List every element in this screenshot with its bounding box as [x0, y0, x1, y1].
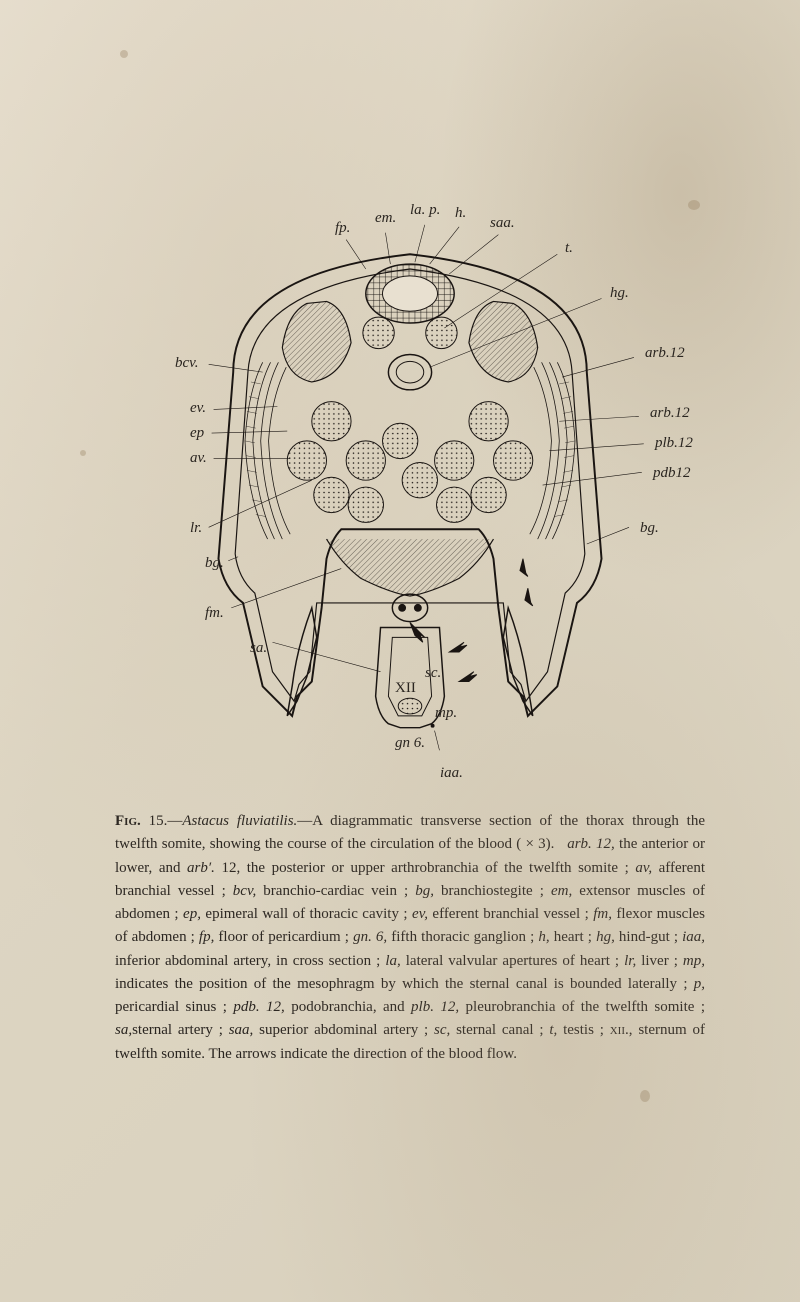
- def-mp: indicates the position of the mesophragm…: [115, 976, 694, 992]
- term-pdb12: pdb. 12,: [233, 999, 284, 1015]
- term-arb12: arb. 12,: [567, 836, 615, 852]
- label-ev: ev.: [190, 400, 206, 417]
- label-saa: saa.: [490, 215, 515, 232]
- term-sa: sa,: [115, 1022, 132, 1038]
- label-la-p: la. p.: [410, 202, 440, 219]
- label-plb12: plb.12: [655, 435, 693, 452]
- def-plb12: pleurobranchia of the twelfth somite ;: [459, 999, 705, 1015]
- label-gn6: gn 6.: [395, 735, 425, 752]
- term-em: em,: [551, 883, 572, 899]
- species-name: Astacus fluviatilis.: [182, 813, 297, 829]
- def-la: lateral valvular apertures of heart ;: [401, 953, 624, 969]
- def-sc: sternal canal ;: [450, 1022, 549, 1038]
- term-fp: fp,: [199, 929, 214, 945]
- label-lr: lr.: [190, 520, 202, 537]
- label-iaa: iaa.: [440, 765, 463, 782]
- label-arb12-top: arb.12: [645, 345, 685, 362]
- def-fp: floor of pericardium ;: [214, 929, 353, 945]
- label-mp: mp.: [435, 705, 457, 722]
- term-sc: sc,: [434, 1022, 450, 1038]
- term-lr: lr,: [624, 953, 636, 969]
- term-bcv: bcv,: [233, 883, 256, 899]
- def-t: testis ;: [557, 1022, 609, 1038]
- term-ep: ep,: [183, 906, 201, 922]
- def-ev: efferent branchial vessel ;: [428, 906, 593, 922]
- def-bcv: branchio-cardiac vein ;: [256, 883, 415, 899]
- label-bg-right: bg.: [640, 520, 659, 537]
- label-sc: sc.: [425, 665, 441, 682]
- term-plb12: plb. 12,: [411, 999, 459, 1015]
- def-gn6: fifth thoracic ganglion ;: [387, 929, 538, 945]
- label-bg-left: bg.: [205, 555, 224, 572]
- def-ep: epimeral wall of thoracic cavity ;: [201, 906, 412, 922]
- term-fm: fm,: [593, 906, 612, 922]
- label-em: em.: [375, 210, 396, 227]
- term-iaa: iaa,: [682, 929, 705, 945]
- term-ev: ev,: [412, 906, 428, 922]
- label-ep: ep: [190, 425, 204, 442]
- label-hg: hg.: [610, 285, 629, 302]
- term-gn6: gn. 6,: [353, 929, 387, 945]
- term-hg: hg,: [596, 929, 615, 945]
- term-saa: saa,: [229, 1022, 254, 1038]
- label-t: t.: [565, 240, 573, 257]
- term-bg: bg,: [415, 883, 434, 899]
- anatomical-diagram: fp. em. la. p. h. saa. t. hg. arb.12 arb…: [135, 210, 685, 770]
- figure-caption: Fig. 15.—Astacus fluviatilis.—A diagramm…: [90, 810, 730, 1066]
- label-h: h.: [455, 205, 466, 222]
- def-iaa: inferior abdominal artery, in cross sect…: [115, 953, 385, 969]
- term-xii: xii.,: [610, 1022, 633, 1038]
- label-arb12-mid: arb.12: [650, 405, 690, 422]
- label-fm: fm.: [205, 605, 224, 622]
- fig-number: 15.: [149, 813, 168, 829]
- label-sa: sa.: [250, 640, 267, 657]
- term-av: av,: [635, 860, 652, 876]
- def-hg: hind-gut ;: [615, 929, 682, 945]
- def-h: heart ;: [550, 929, 596, 945]
- label-bcv: bcv.: [175, 355, 198, 372]
- def-lr: liver ;: [636, 953, 683, 969]
- term-h: h,: [538, 929, 549, 945]
- label-pdb12: pdb12: [653, 465, 691, 482]
- term-la: la,: [385, 953, 400, 969]
- def-saa: superior abdominal artery ;: [253, 1022, 434, 1038]
- def-sa: sternal artery ;: [132, 1022, 229, 1038]
- term-mp: mp,: [683, 953, 705, 969]
- def-p: pericardial sinus ;: [115, 999, 233, 1015]
- term-arb-prime: arb′.: [187, 860, 215, 876]
- def-bg: branchiostegite ;: [434, 883, 551, 899]
- def-pdb12: podobranchia, and: [285, 999, 411, 1015]
- term-p: p,: [694, 976, 705, 992]
- label-av: av.: [190, 450, 207, 467]
- label-xii: XII: [395, 680, 416, 697]
- def-arb-prime: 12, the posterior or upper arthrobranchi…: [215, 860, 635, 876]
- fig-label: Fig.: [115, 813, 141, 829]
- label-fp: fp.: [335, 220, 350, 237]
